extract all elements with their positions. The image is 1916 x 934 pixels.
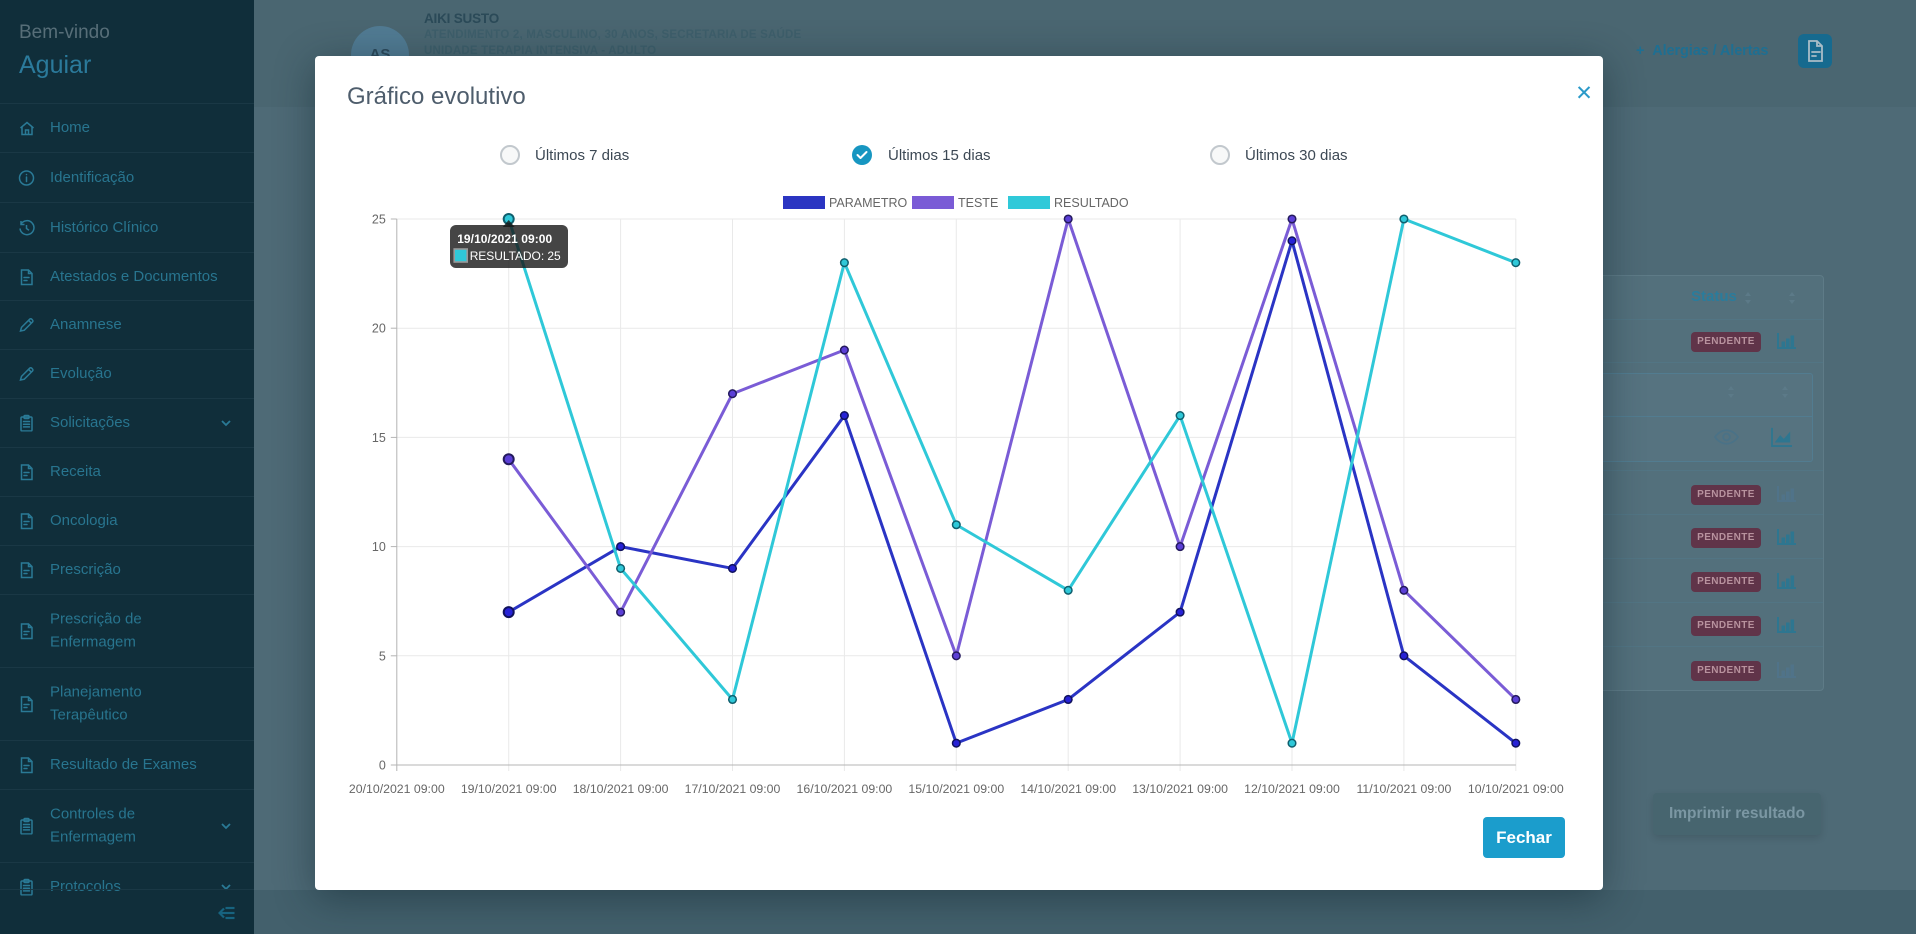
- svg-text:13/10/2021 09:00: 13/10/2021 09:00: [1132, 782, 1228, 796]
- svg-text:20/10/2021 09:00: 20/10/2021 09:00: [349, 782, 445, 796]
- svg-text:14/10/2021 09:00: 14/10/2021 09:00: [1020, 782, 1116, 796]
- svg-text:20: 20: [372, 322, 386, 336]
- svg-text:0: 0: [379, 759, 386, 773]
- svg-text:19/10/2021 09:00: 19/10/2021 09:00: [457, 232, 552, 246]
- svg-text:12/10/2021 09:00: 12/10/2021 09:00: [1244, 782, 1340, 796]
- svg-text:19/10/2021 09:00: 19/10/2021 09:00: [461, 782, 557, 796]
- svg-text:11/10/2021 09:00: 11/10/2021 09:00: [1356, 782, 1451, 796]
- svg-text:16/10/2021 09:00: 16/10/2021 09:00: [797, 782, 893, 796]
- svg-text:18/10/2021 09:00: 18/10/2021 09:00: [573, 782, 669, 796]
- svg-text:RESULTADO: 25: RESULTADO: 25: [470, 249, 561, 263]
- svg-text:10/10/2021 09:00: 10/10/2021 09:00: [1468, 782, 1564, 796]
- svg-text:10: 10: [372, 540, 386, 554]
- svg-text:15/10/2021 09:00: 15/10/2021 09:00: [908, 782, 1004, 796]
- svg-text:15: 15: [372, 431, 386, 445]
- svg-text:17/10/2021 09:00: 17/10/2021 09:00: [685, 782, 781, 796]
- svg-text:25: 25: [372, 213, 386, 227]
- svg-text:5: 5: [379, 649, 386, 663]
